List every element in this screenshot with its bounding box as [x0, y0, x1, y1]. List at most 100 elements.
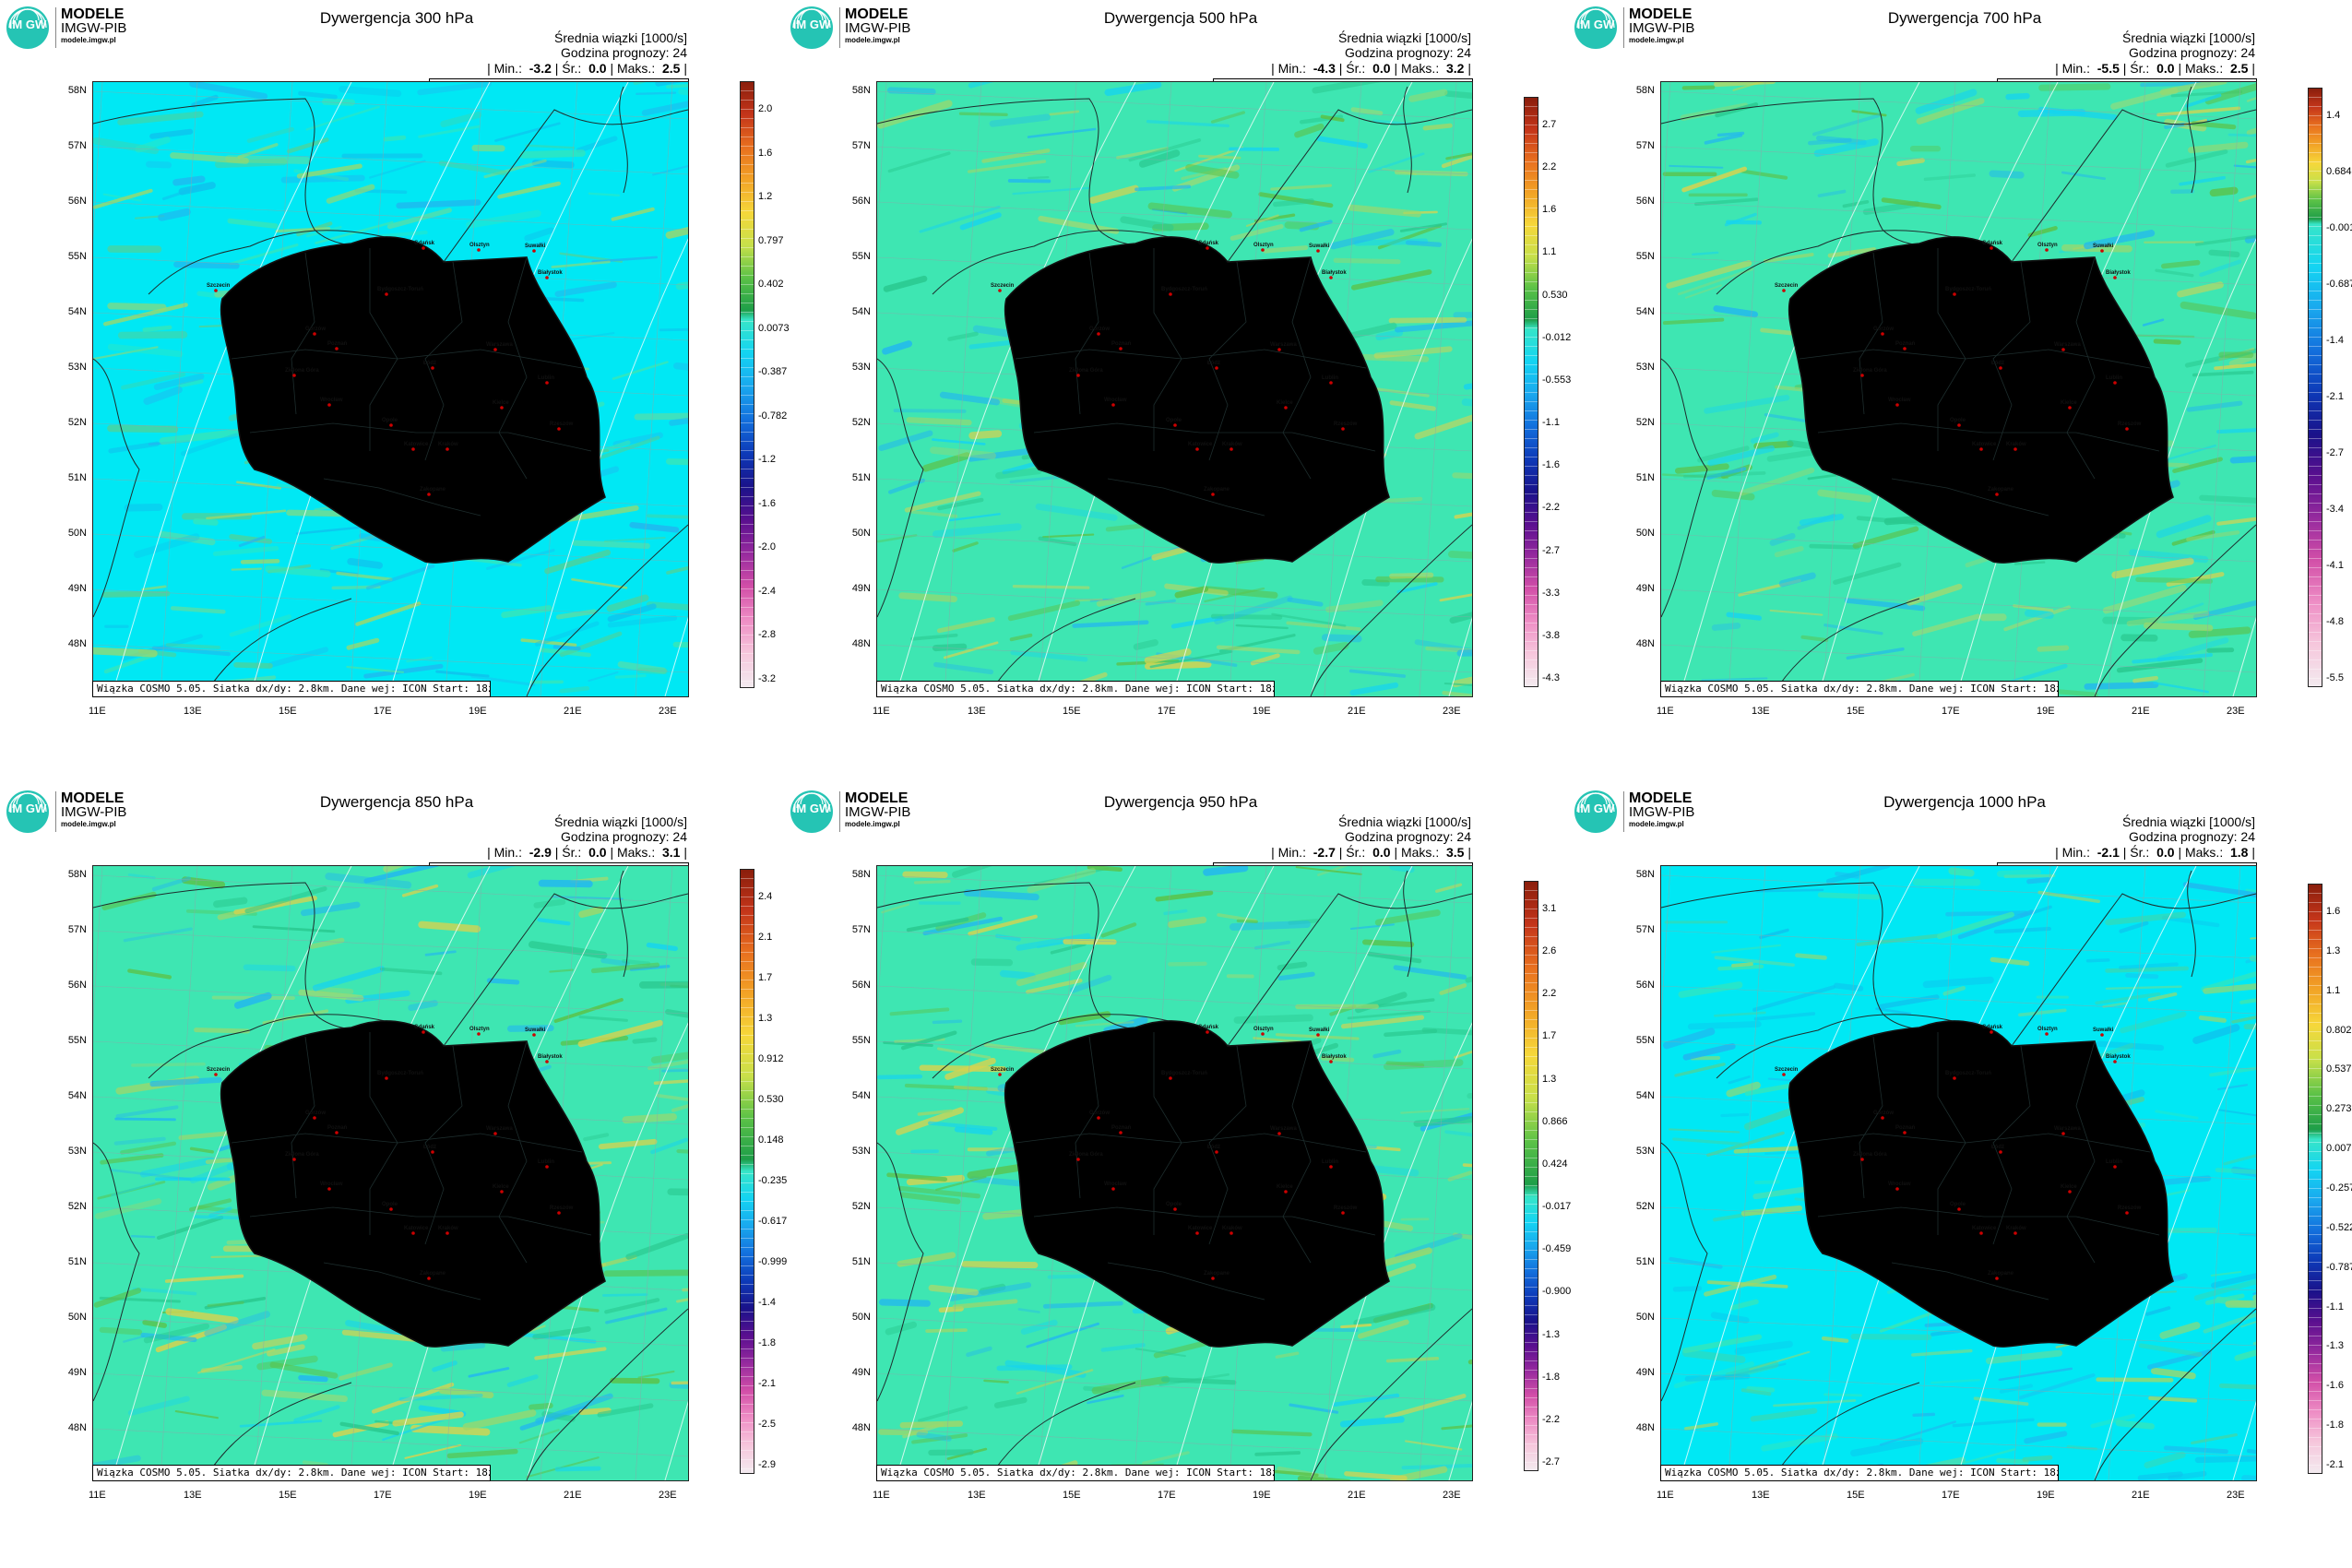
colorbar-tick-label: 1.3 [1542, 1073, 1557, 1085]
city-label: Poznań [1111, 1125, 1132, 1131]
divergence-map: Gdańsk Olsztyn Suwałki Szczecin Białystok Byd… [93, 82, 688, 696]
city-marker: Bydgoszcz-Toruń [377, 287, 423, 296]
separator [1365, 61, 1372, 76]
separator: | [2055, 845, 2062, 860]
city-marker: Kielce [2061, 400, 2077, 410]
logo-name: MODELE [61, 6, 125, 22]
latitude-tick-label: 57N [67, 924, 87, 935]
city-marker: Poznań [327, 1125, 348, 1134]
colorbar-tick-label: -0.012 [1542, 331, 1572, 343]
stat-value: 2.5 [662, 61, 681, 76]
forecast-hour: Godzina prognozy: 24 [1345, 45, 1471, 60]
latitude-tick-label: 51N [1635, 472, 1655, 483]
city-marker: Olsztyn [1253, 243, 1274, 252]
longitude-tick-label: 15E [1063, 706, 1081, 717]
latitude-tick-label: 52N [1635, 1201, 1655, 1212]
separator: | [2119, 61, 2131, 76]
city-label: Katowice [1188, 1226, 1213, 1231]
city-label: Lublin [2106, 1159, 2122, 1165]
longitude-tick-label: 19E [2037, 1490, 2055, 1501]
colorbar-tick-label: -0.687 [2326, 279, 2352, 290]
city-marker: Gdańsk [414, 241, 435, 250]
city-marker: Suwałki [1309, 1028, 1330, 1037]
stat-label: Min.: [493, 61, 522, 76]
svg-text:IM GW: IM GW [9, 18, 47, 31]
panel-title: Dywergencja 950 hPa [1103, 793, 1258, 811]
colorbar-tick-label: 1.3 [2326, 944, 2341, 956]
voivodeship-borders [1015, 1032, 1376, 1301]
longitude-tick-label: 15E [279, 1490, 297, 1501]
colorbar-tick-label: -1.6 [2326, 1380, 2344, 1392]
colorbar-tick-label: -1.4 [758, 1297, 776, 1308]
city-markers: Gdańsk Olsztyn Suwałki Szczecin Białystok Byd… [207, 1025, 574, 1280]
logo-institute: IMGW-PIB [61, 804, 127, 820]
city-label: Białystok [2106, 270, 2131, 276]
city-marker: Opole [382, 1202, 398, 1211]
longitude-tick-label: 19E [2037, 706, 2055, 717]
stat-label: Śr.: [2130, 61, 2150, 76]
stat-label: Śr.: [562, 845, 582, 860]
stat-label: Min.: [1277, 845, 1306, 860]
stat-value: -5.5 [2097, 61, 2120, 76]
latitude-tick-label: 49N [851, 583, 871, 594]
latitude-tick-label: 56N [67, 196, 87, 207]
city-markers: Gdańsk Olsztyn Suwałki Szczecin Białystok Byd… [1775, 1025, 2142, 1280]
city-label: Katowice [1188, 442, 1213, 447]
longitude-tick-label: 21E [1348, 1490, 1366, 1501]
city-label: Lublin [1322, 375, 1338, 381]
stat-value: -2.7 [1313, 845, 1336, 860]
imgw-logo-icon: IM GW [6, 6, 49, 49]
city-marker: Łódź [1207, 361, 1220, 370]
city-marker: Kielce [493, 1184, 509, 1194]
stat-value: 3.2 [1446, 61, 1465, 76]
separator: | [1390, 845, 1401, 860]
latitude-tick-label: 55N [851, 1035, 871, 1046]
latitude-tick-label: 50N [1635, 528, 1655, 539]
logo-institute: IMGW-PIB [845, 20, 911, 36]
latitude-tick-label: 54N [851, 1090, 871, 1101]
stat-label: Min.: [2061, 845, 2090, 860]
city-markers: Gdańsk Olsztyn Suwałki Szczecin Białystok Byd… [1775, 241, 2142, 496]
colorbar-tick-label: 0.537 [2326, 1063, 2352, 1075]
city-label: Poznań [1895, 341, 1916, 347]
city-label: Olsztyn [469, 1027, 490, 1032]
separator: | [1271, 61, 1278, 76]
separator [655, 845, 662, 860]
longitude-tick-label: 17E [1158, 706, 1176, 717]
longitude-tick-label: 19E [1253, 706, 1271, 717]
city-marker: Poznań [1895, 1125, 1916, 1134]
city-label: Łódź [1207, 361, 1220, 366]
divergence-panel-6: IM GW MODELE IMGW-PIB modele.imgw.pl Dyw… [1568, 784, 2352, 1568]
city-marker: Lublin [1322, 375, 1338, 385]
forecast-hour: Godzina prognozy: 24 [1345, 829, 1471, 844]
latitude-tick-label: 57N [851, 924, 871, 935]
colorbar-tick-label: -1.1 [1542, 417, 1560, 429]
separator [1439, 845, 1446, 860]
colorbar [740, 869, 754, 1474]
latitude-tick-label: 52N [1635, 417, 1655, 428]
city-marker: Olsztyn [469, 243, 490, 252]
logo-institute: IMGW-PIB [61, 20, 127, 36]
city-marker: Zielona Góra [285, 1152, 319, 1161]
city-marker: Kraków [438, 1226, 458, 1235]
city-marker: Kielce [1277, 1184, 1293, 1194]
city-label: Białystok [2106, 1054, 2131, 1060]
city-label: Bydgoszcz-Toruń [1945, 1071, 1991, 1076]
latitude-tick-label: 58N [1635, 869, 1655, 880]
colorbar-tick-label: -0.617 [758, 1216, 788, 1227]
latitude-tick-label: 49N [1635, 1367, 1655, 1378]
stat-value: 2.5 [2230, 61, 2249, 76]
city-marker: Wrocław [1104, 398, 1127, 407]
latitude-tick-label: 51N [1635, 1256, 1655, 1267]
isohypses [1679, 82, 2256, 696]
stat-value: -4.3 [1313, 61, 1336, 76]
longitude-tick-label: 23E [1443, 1490, 1461, 1501]
colorbar-tick-label: 1.4 [2326, 110, 2341, 121]
stat-value: -3.2 [529, 61, 552, 76]
forecast-hour: Godzina prognozy: 24 [561, 829, 687, 844]
stat-label: Maks.: [1400, 845, 1440, 860]
colorbar-tick-label: 1.7 [758, 972, 773, 983]
mean-label: Średnia wiązki [1000/s] [2122, 30, 2255, 45]
city-label: Rzeszów [550, 1206, 574, 1211]
city-label: Szczecin [207, 283, 231, 289]
